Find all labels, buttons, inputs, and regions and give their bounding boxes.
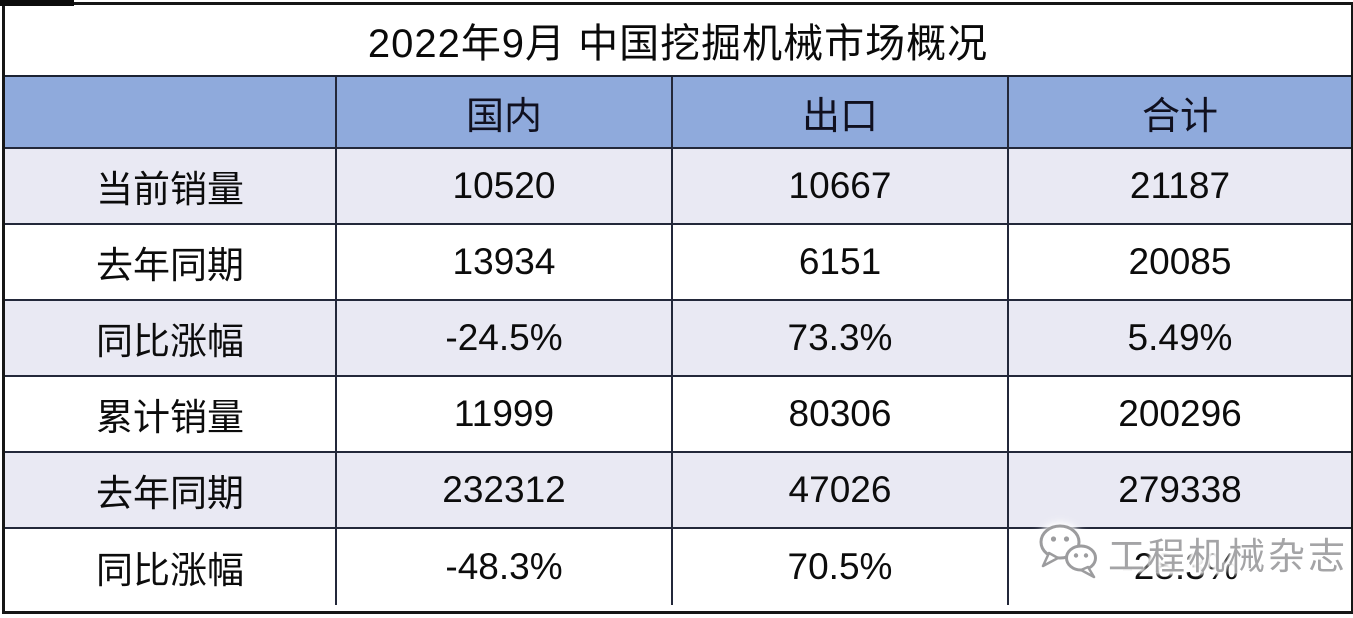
top-left-notch: [0, 0, 74, 6]
cell-domestic: 10520: [337, 149, 673, 223]
header-cell-blank: [5, 77, 337, 147]
row-label: 同比涨幅: [5, 529, 337, 605]
row-label: 去年同期: [5, 225, 337, 299]
cell-domestic: 13934: [337, 225, 673, 299]
cell-export: 70.5%: [673, 529, 1009, 605]
row-label: 累计销量: [5, 377, 337, 451]
cell-domestic: -24.5%: [337, 301, 673, 375]
row-label: 去年同期: [5, 453, 337, 527]
cell-domestic: 11999: [337, 377, 673, 451]
row-label: 当前销量: [5, 149, 337, 223]
cell-total: 5.49%: [1127, 317, 1233, 358]
row-label: 同比涨幅: [5, 301, 337, 375]
cell-total: -28.3%: [1121, 546, 1239, 587]
table-row: 去年同期 13934 6151 20085: [5, 225, 1351, 301]
header-cell-export: 出口: [673, 77, 1009, 147]
table-title: 2022年9月 中国挖掘机械市场概况: [5, 5, 1351, 77]
table-row: 同比涨幅 -24.5% 73.3% 5.49%: [5, 301, 1351, 377]
cell-total: 20085: [1128, 241, 1232, 282]
cell-export: 6151: [673, 225, 1009, 299]
header-cell-total: 合计: [1141, 95, 1218, 138]
table-row: 同比涨幅 -48.3% 70.5% -28.3%: [5, 529, 1351, 605]
cell-export: 73.3%: [673, 301, 1009, 375]
table-row: 去年同期 232312 47026 279338: [5, 453, 1351, 529]
cell-domestic: -48.3%: [337, 529, 673, 605]
table-header-row: 国内 出口 合计: [5, 77, 1351, 149]
cell-domestic: 232312: [337, 453, 673, 527]
cell-export: 80306: [673, 377, 1009, 451]
header-cell-domestic: 国内: [337, 77, 673, 147]
table-row: 当前销量 10520 10667 21187: [5, 149, 1351, 225]
cell-export: 10667: [673, 149, 1009, 223]
table-row: 累计销量 11999 80306 200296: [5, 377, 1351, 453]
cell-total: 200296: [1118, 393, 1242, 434]
cell-export: 47026: [673, 453, 1009, 527]
cell-total: 21187: [1129, 165, 1231, 206]
cell-total: 279338: [1118, 469, 1242, 510]
